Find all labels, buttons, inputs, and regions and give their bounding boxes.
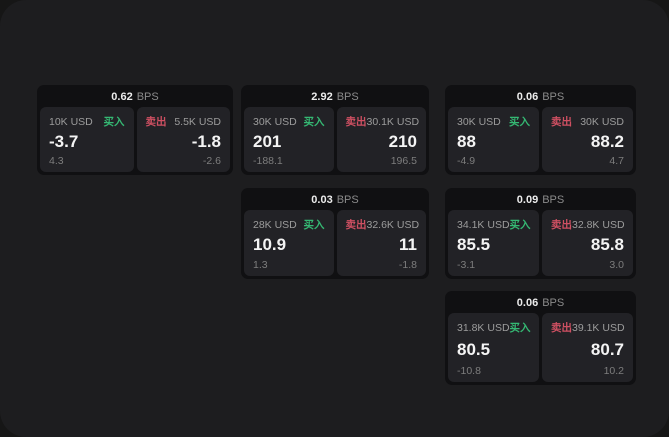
buy-notional: 31.8K USD — [457, 321, 510, 334]
sell-side-label: 卖出 — [145, 116, 167, 128]
buy-quote-cell[interactable]: 30K USD 买入 88 -4.9 — [448, 107, 539, 172]
sell-quote-cell[interactable]: 卖出 30.1K USD 210 196.5 — [336, 107, 426, 172]
buy-notional: 34.1K USD — [457, 218, 510, 231]
sell-side-label: 卖出 — [551, 219, 572, 231]
bps-spread-value: 0.09 — [516, 194, 539, 206]
buy-price: 10.9 — [253, 235, 287, 255]
sell-notional: 32.6K USD — [366, 218, 420, 231]
quote-card-body: 30K USD 买入 201 -188.1 卖出 30.1K USD 210 1… — [244, 107, 426, 172]
quote-card: 0.62 BPS 10K USD 买入 -3.7 4.3 卖出 5.5K USD… — [37, 85, 233, 175]
sell-change: -1.8 — [398, 259, 417, 271]
quote-card: 0.06 BPS 30K USD 买入 88 -4.9 卖出 30K USD 8… — [445, 85, 636, 175]
bps-spread-header: 0.06 BPS — [448, 88, 633, 107]
buy-change: -188.1 — [253, 155, 283, 167]
buy-notional: 30K USD — [457, 115, 501, 128]
bps-unit-label: BPS — [542, 194, 565, 206]
sell-change: 4.7 — [609, 155, 624, 167]
sell-change: 10.2 — [603, 365, 624, 377]
sell-quote-cell[interactable]: 卖出 39.1K USD 80.7 10.2 — [542, 313, 633, 382]
sell-side-label: 卖出 — [345, 219, 367, 231]
quote-card: 2.92 BPS 30K USD 买入 201 -188.1 卖出 30.1K … — [241, 85, 429, 175]
bps-spread-value: 0.06 — [516, 91, 539, 103]
buy-price: 80.5 — [457, 339, 491, 359]
sell-price: 88.2 — [590, 131, 624, 151]
bps-unit-label: BPS — [542, 297, 565, 309]
bps-spread-value: 0.03 — [311, 194, 333, 206]
bps-spread-value: 2.92 — [311, 91, 333, 103]
buy-side-label: 买入 — [303, 116, 325, 128]
buy-side-label: 买入 — [509, 219, 531, 231]
quote-card-body: 10K USD 买入 -3.7 4.3 卖出 5.5K USD -1.8 -2.… — [40, 107, 230, 172]
quote-card: 0.09 BPS 34.1K USD 买入 85.5 -3.1 卖出 32.8K… — [445, 188, 636, 279]
bps-spread-header: 2.92 BPS — [244, 88, 426, 107]
buy-side-label: 买入 — [103, 116, 125, 128]
sell-notional: 30.1K USD — [366, 115, 420, 128]
sell-side-label: 卖出 — [551, 322, 572, 334]
sell-price: 80.7 — [590, 339, 624, 359]
quote-card: 0.03 BPS 28K USD 买入 10.9 1.3 卖出 32.6K US… — [241, 188, 429, 279]
buy-side-label: 买入 — [303, 219, 325, 231]
bps-unit-label: BPS — [136, 91, 159, 103]
buy-side-label: 买入 — [509, 116, 530, 128]
bps-spread-header: 0.03 BPS — [244, 191, 426, 210]
sell-notional: 39.1K USD — [572, 321, 625, 334]
bps-spread-value: 0.06 — [516, 297, 539, 309]
sell-quote-cell[interactable]: 卖出 5.5K USD -1.8 -2.6 — [136, 107, 230, 172]
sell-side-label: 卖出 — [551, 116, 572, 128]
buy-change: -4.9 — [457, 155, 476, 167]
buy-change: -3.1 — [457, 259, 476, 271]
sell-notional: 30K USD — [580, 115, 624, 128]
bps-spread-header: 0.62 BPS — [40, 88, 230, 107]
buy-quote-cell[interactable]: 10K USD 买入 -3.7 4.3 — [40, 107, 134, 172]
buy-quote-cell[interactable]: 28K USD 买入 10.9 1.3 — [244, 210, 334, 276]
buy-price: 201 — [253, 131, 282, 151]
sell-change: 196.5 — [390, 155, 417, 167]
bps-unit-label: BPS — [336, 194, 359, 206]
sell-quote-cell[interactable]: 卖出 32.8K USD 85.8 3.0 — [542, 210, 633, 276]
buy-side-label: 买入 — [509, 322, 531, 334]
buy-change: 4.3 — [49, 155, 64, 167]
buy-change: 1.3 — [253, 259, 268, 271]
bps-unit-label: BPS — [542, 91, 565, 103]
buy-notional: 10K USD — [49, 115, 93, 128]
quote-card-body: 31.8K USD 买入 80.5 -10.8 卖出 39.1K USD 80.… — [448, 313, 633, 382]
buy-change: -10.8 — [457, 365, 481, 377]
buy-quote-cell[interactable]: 31.8K USD 买入 80.5 -10.8 — [448, 313, 539, 382]
buy-price: 88 — [457, 131, 476, 151]
sell-price: 85.8 — [590, 235, 624, 255]
sell-price: 11 — [399, 235, 417, 255]
quote-card-body: 28K USD 买入 10.9 1.3 卖出 32.6K USD 11 -1.8 — [244, 210, 426, 276]
quote-card: 0.06 BPS 31.8K USD 买入 80.5 -10.8 卖出 39.1… — [445, 291, 636, 385]
bps-spread-header: 0.06 BPS — [448, 294, 633, 313]
buy-notional: 28K USD — [253, 218, 297, 231]
quote-card-body: 30K USD 买入 88 -4.9 卖出 30K USD 88.2 4.7 — [448, 107, 633, 172]
bps-spread-value: 0.62 — [111, 91, 133, 103]
buy-price: -3.7 — [49, 131, 79, 151]
sell-quote-cell[interactable]: 卖出 30K USD 88.2 4.7 — [542, 107, 633, 172]
bps-unit-label: BPS — [336, 91, 359, 103]
sell-change: -2.6 — [202, 155, 221, 167]
buy-quote-cell[interactable]: 34.1K USD 买入 85.5 -3.1 — [448, 210, 539, 276]
sell-price: -1.8 — [191, 131, 221, 151]
sell-notional: 32.8K USD — [572, 218, 625, 231]
buy-quote-cell[interactable]: 30K USD 买入 201 -188.1 — [244, 107, 334, 172]
sell-quote-cell[interactable]: 卖出 32.6K USD 11 -1.8 — [336, 210, 426, 276]
buy-price: 85.5 — [457, 235, 491, 255]
quote-card-body: 34.1K USD 买入 85.5 -3.1 卖出 32.8K USD 85.8… — [448, 210, 633, 276]
sell-side-label: 卖出 — [345, 116, 367, 128]
bps-spread-header: 0.09 BPS — [448, 191, 633, 210]
sell-notional: 5.5K USD — [174, 115, 221, 128]
sell-price: 210 — [388, 131, 417, 151]
sell-change: 3.0 — [609, 259, 624, 271]
buy-notional: 30K USD — [253, 115, 297, 128]
